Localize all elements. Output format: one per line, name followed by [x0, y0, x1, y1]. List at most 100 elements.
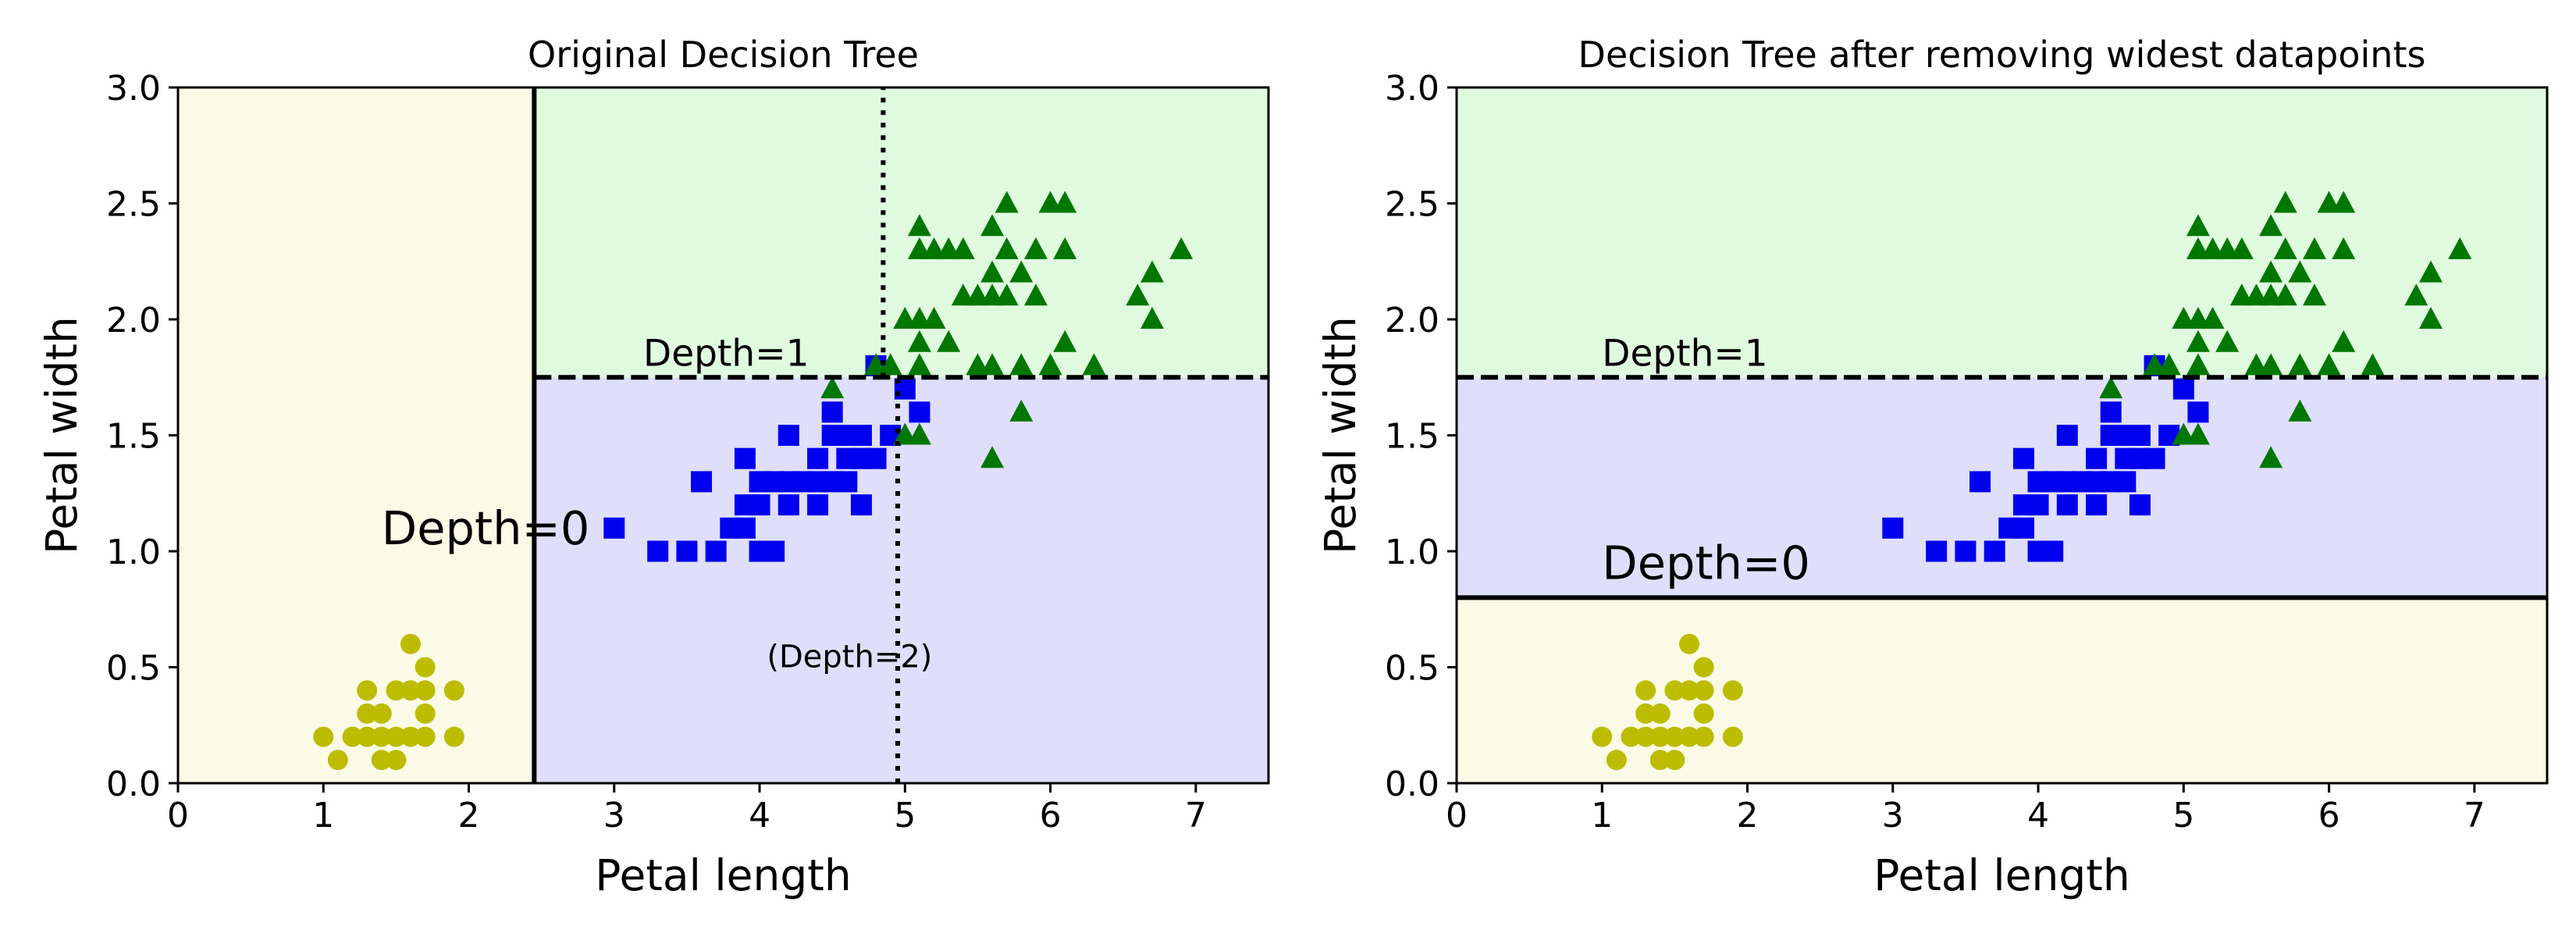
data-point-square [2129, 425, 2151, 446]
data-point-circle [371, 750, 392, 771]
data-point-triangle [980, 353, 1005, 376]
data-point-square [734, 447, 756, 469]
y-tick-label: 2.5 [1385, 185, 1439, 225]
data-point-square [2129, 494, 2151, 516]
depth-annotation: Depth=0 [382, 501, 590, 555]
data-point-circle [1679, 633, 1700, 654]
x-tick-label: 3 [603, 796, 625, 835]
x-axis-label: Petal length [1873, 850, 2129, 900]
data-point-triangle [922, 307, 946, 329]
data-point-triangle [951, 237, 975, 259]
x-tick-label: 1 [1591, 796, 1613, 835]
data-point-square [850, 494, 872, 516]
data-point-triangle [1053, 237, 1077, 259]
data-point-square [1969, 471, 1991, 493]
data-point-square [909, 401, 930, 423]
data-point-square [777, 425, 799, 446]
data-point-triangle [2288, 399, 2312, 422]
data-point-circle [386, 680, 407, 701]
data-point-triangle [1082, 353, 1106, 376]
data-point-square [705, 540, 727, 562]
x-tick-label: 2 [458, 796, 480, 835]
data-point-circle [443, 726, 464, 747]
y-tick-label: 1.0 [106, 533, 161, 572]
data-point-triangle [2302, 237, 2326, 259]
data-point-triangle [1126, 283, 1150, 306]
data-point-triangle [1053, 330, 1077, 352]
data-point-square [749, 494, 770, 516]
data-point-circle [386, 750, 407, 771]
plot-area [1457, 87, 2547, 783]
data-point-circle [415, 726, 436, 747]
data-point-triangle [1140, 260, 1164, 283]
data-point-square [1926, 540, 1948, 562]
data-point-triangle [878, 353, 902, 376]
data-point-square [1984, 540, 2005, 562]
data-point-triangle [1053, 191, 1077, 213]
data-point-circle [1722, 726, 1743, 747]
data-point-triangle [937, 330, 961, 352]
x-tick-label: 6 [1040, 796, 1062, 835]
y-tick-label: 1.0 [1385, 533, 1439, 572]
data-point-circle [1679, 726, 1700, 747]
data-point-triangle [1009, 260, 1034, 283]
x-tick-label: 7 [2464, 796, 2485, 835]
data-point-square [763, 540, 785, 562]
data-point-triangle [2418, 260, 2443, 283]
data-point-square [2056, 494, 2078, 516]
data-point-circle [400, 680, 422, 701]
data-point-triangle [820, 376, 845, 399]
data-point-circle [371, 703, 392, 724]
data-point-triangle [2288, 353, 2312, 376]
data-point-triangle [2259, 353, 2283, 376]
chart-original-decision-tree: Depth=0 Depth=1 (Depth=2) 0 1 2 3 4 5 6 7 0.0 0.5 1.0… [37, 34, 1270, 900]
data-point-triangle [2215, 330, 2240, 352]
y-tick-label: 2.0 [1385, 301, 1439, 340]
data-point-square [2187, 401, 2209, 423]
x-tick-label: 1 [312, 796, 334, 835]
data-point-square [807, 447, 829, 469]
y-tick-label: 0.0 [1385, 764, 1439, 804]
data-point-triangle [1009, 399, 1034, 422]
data-point-square [2042, 540, 2064, 562]
x-tick-label: 0 [167, 796, 189, 835]
data-point-triangle [2288, 260, 2312, 283]
y-tick-label: 0.5 [106, 649, 161, 689]
x-axis-label: Petal length [595, 850, 851, 900]
data-point-circle [400, 633, 422, 654]
x-tick-label: 0 [1446, 796, 1468, 835]
data-point-triangle [980, 260, 1005, 283]
depth-annotation: (Depth=2) [767, 640, 932, 675]
y-tick-label: 2.0 [106, 301, 161, 340]
data-point-triangle [980, 446, 1005, 468]
x-tick-label: 4 [2027, 796, 2049, 835]
data-point-circle [313, 726, 334, 747]
data-point-square [807, 494, 829, 516]
data-point-circle [357, 680, 378, 701]
chart-after-removing-widest: Depth=0 Depth=1 0 1 2 3 4 5 6 7 0.0 0.5 1.0 1.5 2.0 2.5… [1315, 34, 2549, 900]
data-point-triangle [2259, 446, 2283, 468]
data-point-triangle [2418, 307, 2443, 329]
data-point-triangle [907, 353, 931, 376]
y-tick-label: 2.5 [106, 185, 161, 225]
data-point-circle [1635, 726, 1656, 747]
data-point-triangle [2099, 376, 2123, 399]
data-point-square [2144, 447, 2165, 469]
data-point-triangle [2273, 283, 2297, 306]
data-point-circle [1664, 680, 1685, 701]
data-point-circle [1649, 726, 1670, 747]
data-point-triangle [2186, 422, 2210, 445]
data-point-triangle [2302, 283, 2326, 306]
data-point-circle [327, 750, 348, 771]
data-point-square [777, 494, 799, 516]
data-point-circle [415, 657, 436, 678]
y-axis-label: Petal width [1315, 316, 1365, 554]
data-point-triangle [2448, 237, 2472, 259]
data-point-triangle [2186, 214, 2210, 237]
data-point-circle [415, 703, 436, 724]
y-tick-label: 1.5 [1385, 417, 1439, 457]
data-point-square [2012, 447, 2034, 469]
decision-region [1457, 87, 2547, 378]
data-point-square [2027, 494, 2049, 516]
